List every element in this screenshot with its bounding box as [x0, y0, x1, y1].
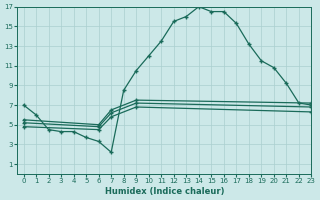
X-axis label: Humidex (Indice chaleur): Humidex (Indice chaleur): [105, 187, 224, 196]
